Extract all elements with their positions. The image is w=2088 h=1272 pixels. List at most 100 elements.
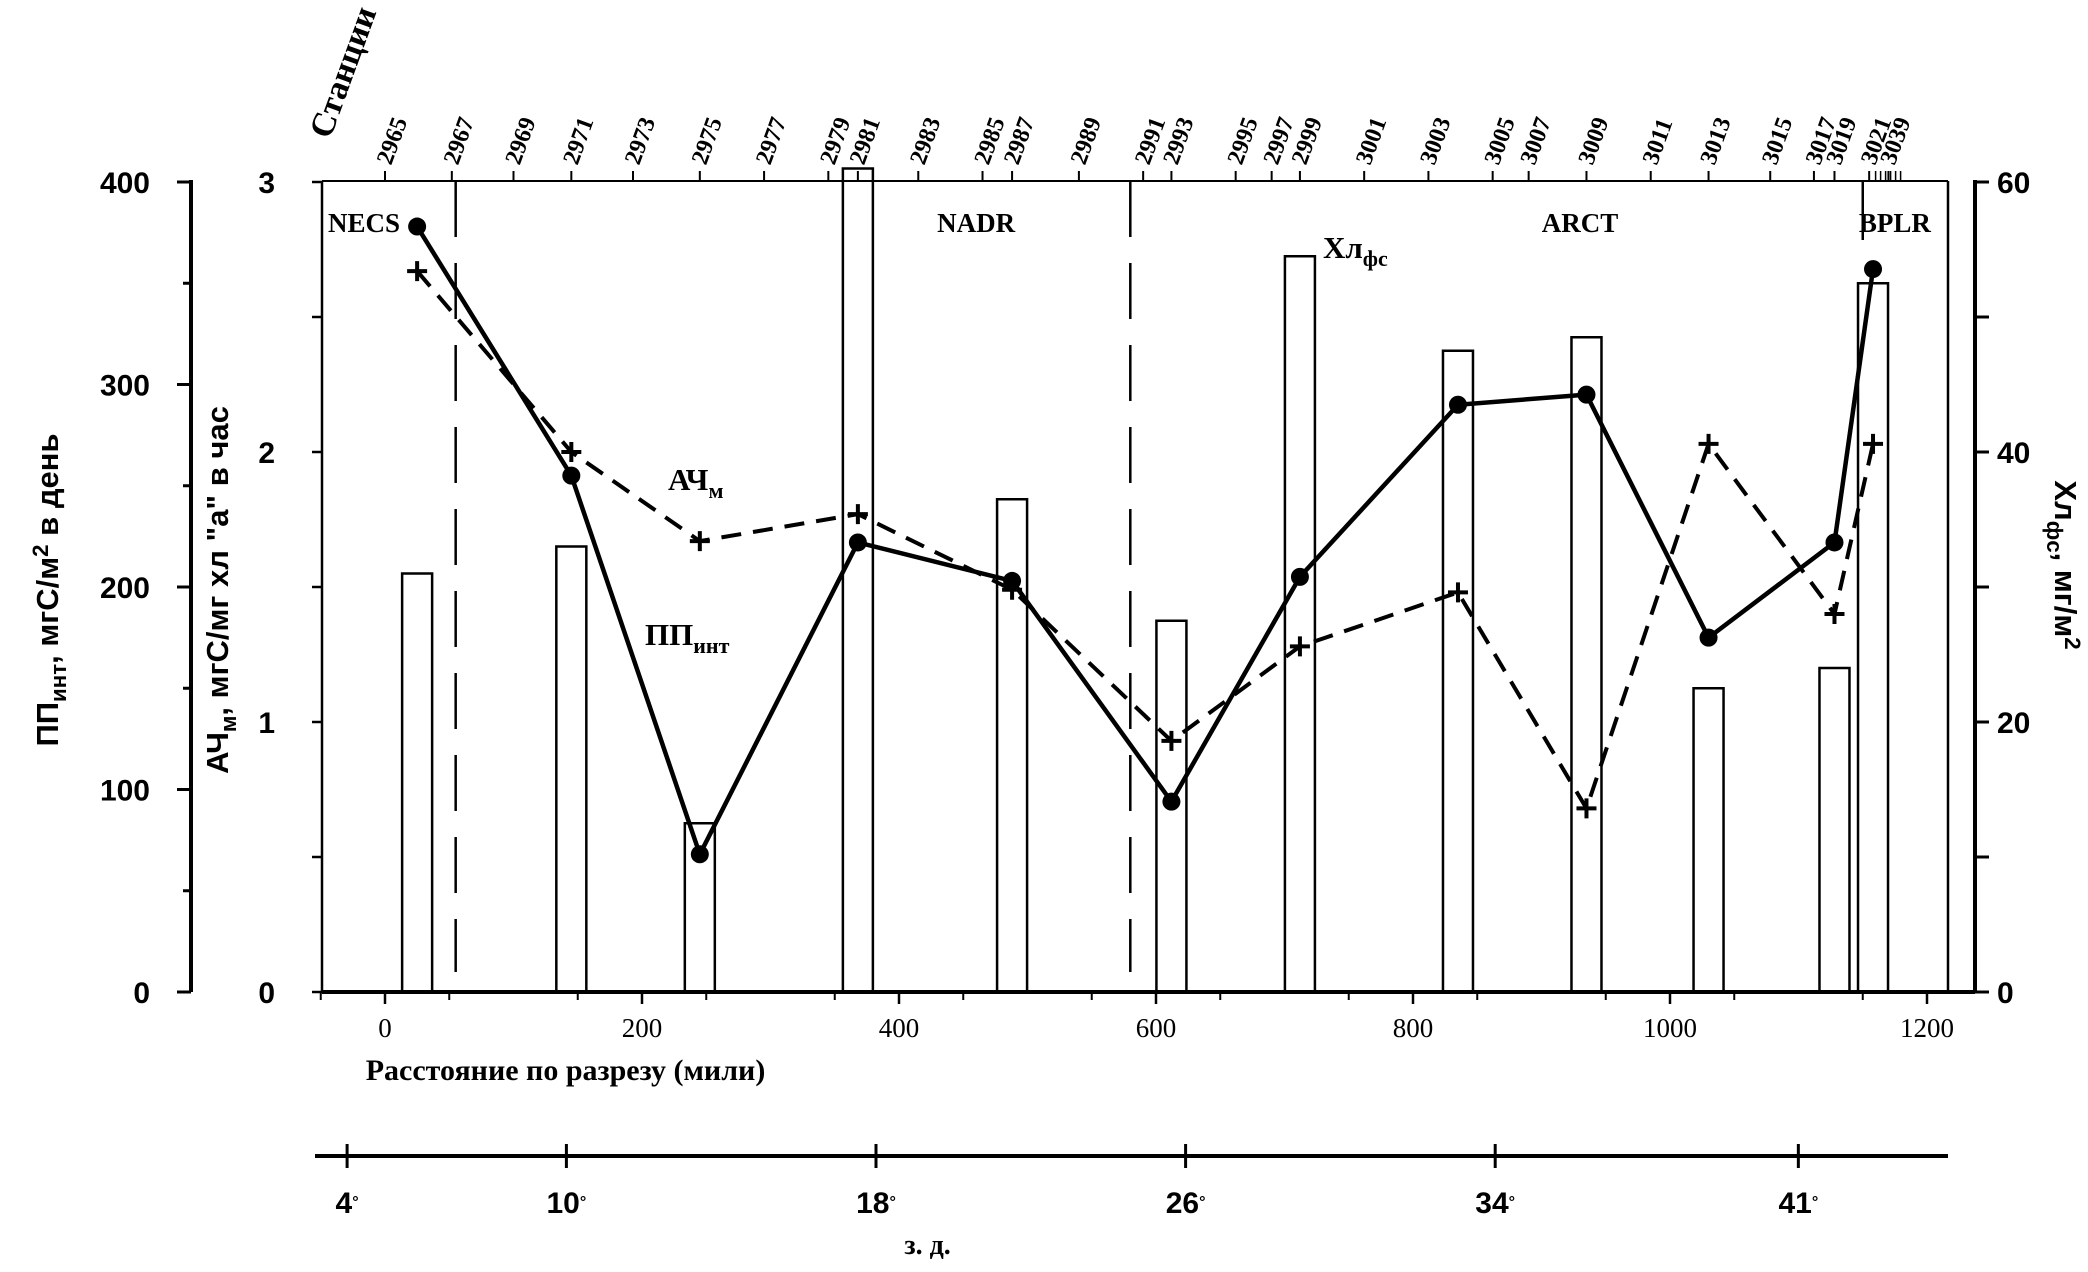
degree-sign: °	[1812, 1194, 1818, 1211]
ach-point	[1161, 730, 1182, 751]
series-annotation: Хлфс	[1323, 230, 1388, 271]
left-axis-title: ППинт, мгС/м2 в день	[28, 433, 71, 746]
x-axis-tick-label: 0	[378, 1013, 392, 1043]
chl-bar	[841, 167, 875, 994]
ach-point	[689, 531, 710, 552]
pp-point	[690, 845, 709, 864]
station-label: 2965	[372, 114, 413, 168]
longitude-tick-label: 34°	[1475, 1187, 1515, 1220]
station-label: 2973	[620, 114, 661, 168]
longitude-tick-label: 4°	[336, 1187, 359, 1220]
series-annotation: АЧм	[668, 462, 723, 503]
left-axis-title-superscript: 2	[28, 544, 53, 556]
ach-point	[1824, 604, 1845, 624]
ach-point	[561, 442, 582, 462]
station-label: 3015	[1757, 114, 1798, 168]
series-annotation-subscript: фс	[1363, 246, 1388, 271]
chl-bar	[1818, 666, 1851, 994]
x-axis-tick-label: 800	[1393, 1013, 1434, 1043]
pp-point	[562, 466, 581, 485]
station-label: 2983	[905, 114, 946, 168]
series-annotation: ППинт	[645, 617, 730, 658]
longitude-tick-label: 41°	[1778, 1187, 1818, 1220]
station-label: 3007	[1516, 114, 1557, 168]
pp-point	[848, 533, 867, 552]
station-label: 2969	[501, 114, 542, 168]
left-axis-title-end: в день	[30, 433, 65, 544]
pp-point	[408, 217, 427, 236]
chlorophyll-bars	[400, 167, 1890, 994]
station-label: 3003	[1416, 114, 1457, 168]
degree-sign: °	[1509, 1194, 1515, 1211]
x-axis-title: Расстояние по разрезу (мили)	[366, 1054, 766, 1087]
pp-point	[1825, 533, 1844, 552]
pp-point	[1577, 385, 1596, 404]
pp-point	[1003, 571, 1022, 590]
inner-axis-tick-label: 0	[258, 977, 275, 1010]
longitude-tick-label: 10°	[547, 1187, 587, 1220]
right-axis-tick-label: 0	[1997, 977, 2014, 1010]
ach-point	[1447, 582, 1468, 603]
x-axis-tick-label: 1000	[1643, 1013, 1697, 1043]
series-annotation-subscript: инт	[693, 633, 729, 658]
chl-bar	[1570, 336, 1603, 994]
chl-bar	[555, 545, 588, 994]
inner-axis-title-main: АЧ	[200, 732, 235, 774]
pp-point	[1448, 395, 1467, 414]
left-axis-tick-label: 200	[100, 572, 150, 605]
pp-point	[1290, 567, 1309, 586]
inner-axis-title: АЧм, мгС/мг хл "а" в час	[200, 406, 241, 774]
stations-title: Станции	[303, 2, 384, 143]
right-axis-tick-label: 20	[1997, 707, 2030, 740]
pp-point	[1162, 792, 1181, 811]
chl-bar	[1856, 282, 1890, 994]
right-axis-title-superscript: 2	[2060, 637, 2085, 649]
ach-point	[1576, 798, 1597, 819]
station-label: 2971	[559, 114, 600, 168]
station-label: 3005	[1480, 114, 1521, 168]
degree-sign: °	[580, 1194, 586, 1211]
province-label: BPLR	[1859, 208, 1932, 238]
inner-axis-tick-label: 2	[258, 437, 275, 470]
longitude-axis-title: з. д.	[904, 1230, 950, 1261]
inner-axis-title-rest: , мгС/мг хл "а" в час	[200, 406, 235, 715]
chl-bar	[1441, 349, 1475, 994]
station-label: 2975	[687, 114, 728, 168]
chl-bar	[1692, 687, 1725, 994]
degree-sign: °	[1199, 1194, 1205, 1211]
left-axis-tick-label: 400	[100, 167, 150, 200]
ach-point	[1698, 433, 1719, 454]
right-axis-tick-label: 40	[1997, 437, 2030, 470]
left-axis-tick-label: 0	[133, 977, 150, 1010]
x-axis-tick-label: 400	[879, 1013, 920, 1043]
left-axis-tick-label: 100	[100, 775, 150, 808]
degree-sign: °	[352, 1194, 358, 1211]
station-label: 3013	[1696, 114, 1737, 168]
longitude-tick-label: 26°	[1166, 1187, 1206, 1220]
ach-point	[1289, 636, 1310, 657]
right-axis-title-rest: , мг/м	[2048, 553, 2083, 638]
x-axis-tick-label: 600	[1136, 1013, 1177, 1043]
province-label: NADR	[937, 208, 1015, 238]
series-annotation-subscript: м	[708, 478, 723, 503]
series-lines	[407, 217, 1884, 864]
province-label: NECS	[328, 208, 400, 238]
inner-axis-title-subscript: м	[216, 716, 241, 733]
inner-axis-tick-label: 1	[258, 707, 275, 740]
pp-point	[1699, 628, 1718, 647]
province-label: ARCT	[1542, 208, 1619, 238]
ach-series-line	[415, 269, 1875, 814]
right-axis-tick-label: 60	[1997, 167, 2030, 200]
chart-frame	[177, 171, 1989, 1168]
right-axis-title: Хлфс, мг/м2	[2042, 480, 2085, 649]
longitude-tick-label: 18°	[856, 1187, 896, 1220]
station-label: 2989	[1066, 114, 1107, 168]
ach-point	[1863, 433, 1884, 454]
pp-point	[1864, 260, 1883, 279]
left-axis-tick-label: 300	[100, 370, 150, 403]
left-axis-title-rest: , мгС/м	[30, 557, 65, 664]
chl-bar	[400, 572, 434, 994]
station-label: 2967	[439, 114, 480, 168]
x-axis-tick-label: 1200	[1900, 1013, 1954, 1043]
